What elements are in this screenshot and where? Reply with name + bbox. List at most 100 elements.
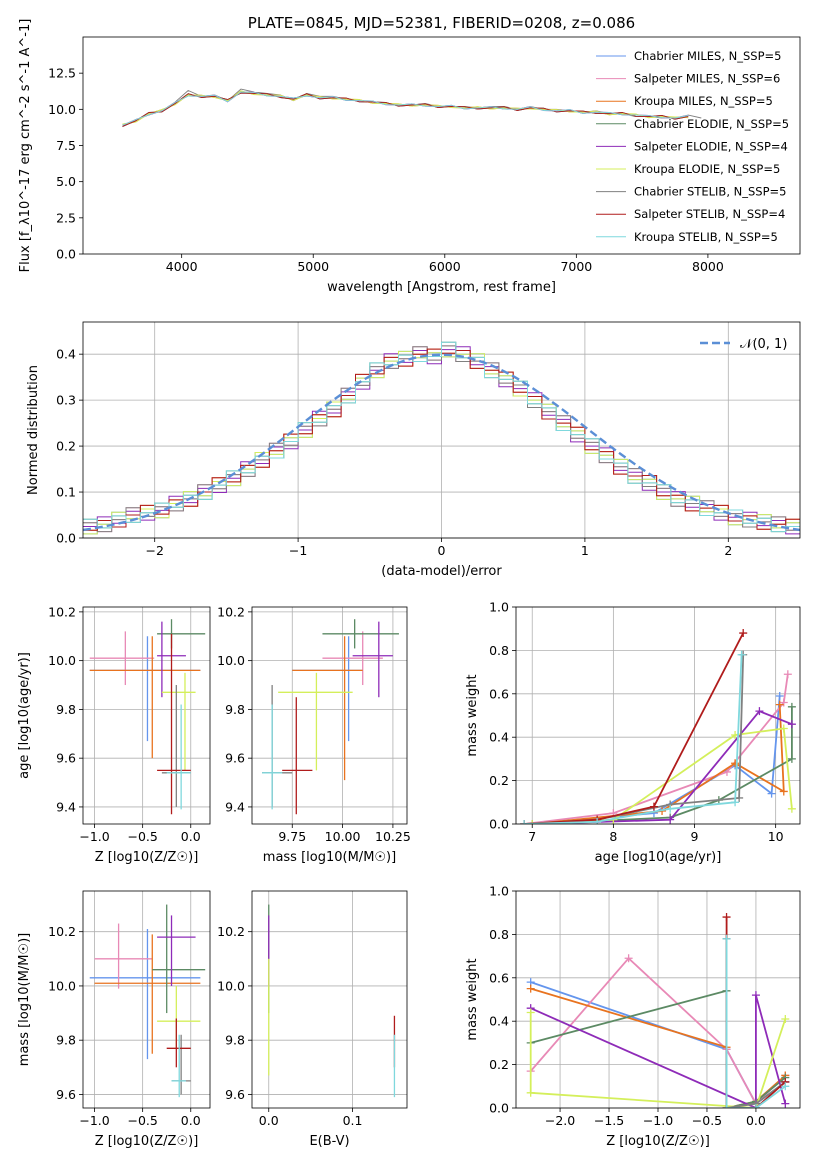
- normal-curve: [83, 353, 800, 532]
- y-tick-label: 2.5: [56, 210, 76, 225]
- salpeter-stelib-marker: [649, 802, 658, 811]
- plot-area: [89, 904, 206, 1098]
- kroupa-stelib-marker: [781, 1082, 790, 1091]
- y-tick-label: 9.4: [225, 799, 245, 814]
- chabrier-stelib-errorbar: [262, 685, 293, 807]
- kroupa-miles-errorbar: [94, 934, 201, 1054]
- panel-6: −1.0 −0.5 0.0 9.6 9.8 10.0 10.2 Z [log10(Z/Z☉)]…: [17, 890, 211, 1149]
- x-tick-label: 0.1: [343, 1113, 363, 1128]
- kroupa-elodie-marker: [526, 1008, 535, 1017]
- y-tick-label: 9.8: [225, 702, 245, 717]
- kroupa-stelib-errorbar: [171, 1034, 186, 1098]
- panel-4: 9.75 10.00 10.25 9.4 9.6 9.8 10.0 10.2 mass [log…: [217, 604, 411, 865]
- salpeter-miles-marker: [624, 954, 633, 963]
- y-tick-label: 9.8: [56, 1033, 76, 1048]
- x-tick-label: −1.5: [594, 1113, 624, 1128]
- kroupa-elodie-model-line: [122, 90, 689, 125]
- salpeter-elodie-marker: [781, 1099, 790, 1108]
- x-axis-label: age [log10(age/yr)]: [595, 850, 722, 865]
- y-tick-label: 0.6: [489, 686, 509, 701]
- plot-area: [122, 88, 702, 128]
- y-tick-label: 12.5: [48, 66, 76, 81]
- plot-area: [83, 341, 800, 535]
- x-tick-label: 8: [609, 829, 617, 844]
- salpeter-stelib-weight-line: [524, 632, 745, 824]
- y-tick-label: 10.2: [48, 604, 76, 619]
- axes-frame: [82, 606, 211, 825]
- kroupa-elodie-marker: [781, 1015, 790, 1024]
- x-tick-label: 4000: [166, 259, 198, 274]
- x-tick-label: 5000: [297, 259, 329, 274]
- salpeter-miles-errorbar: [94, 923, 153, 989]
- kroupa-miles-errorbar: [292, 636, 363, 781]
- chabrier-elodie-weight-line: [530, 989, 786, 1108]
- kroupa-stelib-errorbar: [166, 704, 191, 810]
- legend-label: Salpeter STELIB, N_SSP=4: [634, 207, 785, 221]
- legend-label: Chabrier STELIB, N_SSP=5: [634, 185, 786, 199]
- x-tick-label: 9: [691, 829, 699, 844]
- x-tick-label: 8000: [692, 259, 724, 274]
- y-tick-label: 0.6: [489, 970, 509, 985]
- panel-3: −1.0 −0.5 0.0 9.4 9.6 9.8 10.0 10.2 Z [log10(Z/Z…: [17, 604, 211, 865]
- y-tick-label: 10.0: [217, 653, 245, 668]
- x-tick-label: 7: [528, 829, 536, 844]
- kroupa-stelib-marker: [731, 798, 740, 807]
- y-tick-label: 9.6: [225, 751, 245, 766]
- kroupa-elodie-errorbar: [161, 672, 196, 771]
- x-tick-label: 6000: [429, 259, 461, 274]
- x-tick-label: 0: [438, 543, 446, 558]
- y-tick-label: 0.0: [489, 1101, 509, 1116]
- chart-title: PLATE=0845, MJD=52381, FIBERID=0208, z=0…: [248, 14, 635, 32]
- salpeter-stelib-errorbar: [282, 697, 313, 815]
- x-tick-label: −0.5: [127, 829, 157, 844]
- kroupa-stelib-marker: [666, 804, 675, 813]
- legend-label: Salpeter ELODIE, N_SSP=4: [634, 139, 788, 153]
- salpeter-elodie-weight-line: [530, 994, 787, 1108]
- panel-2: −2 −1 0 1 2 0.0 0.1 0.2 0.3 0.4 (data-model)/error…: [26, 321, 801, 579]
- salpeter-stelib-model-line: [122, 92, 689, 127]
- y-tick-label: 9.8: [56, 702, 76, 717]
- kroupa-elodie-weight-line: [529, 1012, 787, 1108]
- x-tick-label: −1.0: [643, 1113, 673, 1128]
- y-axis-label: Normed distribution: [26, 365, 41, 495]
- y-tick-label: 0.0: [489, 817, 509, 832]
- y-axis-label: Flux [f_λ10^-17 erg cm^-2 s^-1 A^-1]: [18, 19, 33, 273]
- x-axis-label: E(B-V): [309, 1134, 349, 1149]
- chabrier-miles-marker: [775, 691, 784, 700]
- plot-area: [520, 629, 796, 824]
- y-tick-label: 0.3: [56, 393, 76, 408]
- y-tick-label: 1.0: [489, 884, 509, 899]
- y-axis-label: mass weight: [465, 674, 480, 756]
- y-tick-label: 0.8: [489, 643, 509, 658]
- salpeter-elodie-marker: [755, 707, 764, 716]
- salpeter-miles-marker: [779, 698, 788, 707]
- x-tick-label: −1: [289, 543, 307, 558]
- x-tick-label: 10.00: [325, 829, 361, 844]
- y-tick-label: 0.0: [56, 247, 76, 262]
- kroupa-miles-marker: [779, 787, 788, 796]
- salpeter-stelib-marker: [722, 913, 731, 922]
- axes-frame: [82, 36, 801, 255]
- kroupa-miles-marker: [775, 700, 784, 709]
- axes-frame: [251, 890, 408, 1109]
- chabrier-miles-weight-line: [532, 695, 781, 824]
- chabrier-elodie-model-line: [122, 92, 689, 127]
- plot-area: [89, 619, 206, 815]
- x-tick-label: −1.0: [79, 829, 109, 844]
- chabrier-miles-errorbar: [292, 636, 363, 742]
- legend-label: Chabrier MILES, N_SSP=5: [634, 49, 781, 63]
- panel-8: −2.0 −1.5 −1.0 −0.5 0.0 0.0 0.2 0.4 0.6 0.8 1.0 Z […: [465, 884, 801, 1149]
- y-axis-label: age [log10(age/yr)]: [17, 652, 32, 779]
- chabrier-miles-marker: [767, 789, 776, 798]
- y-tick-label: 9.6: [56, 751, 76, 766]
- x-tick-label: 0.0: [181, 1113, 201, 1128]
- y-tick-label: 0.2: [489, 773, 509, 788]
- y-tick-label: 10.0: [48, 653, 76, 668]
- x-axis-label: Z [log10(Z/Z☉)]: [95, 1134, 199, 1149]
- salpeter-elodie-marker: [787, 720, 796, 729]
- y-tick-label: 10.0: [48, 978, 76, 993]
- legend-label: Chabrier ELODIE, N_SSP=5: [634, 117, 789, 131]
- kroupa-elodie-errorbar: [278, 672, 353, 771]
- kroupa-stelib-marker: [722, 1104, 731, 1108]
